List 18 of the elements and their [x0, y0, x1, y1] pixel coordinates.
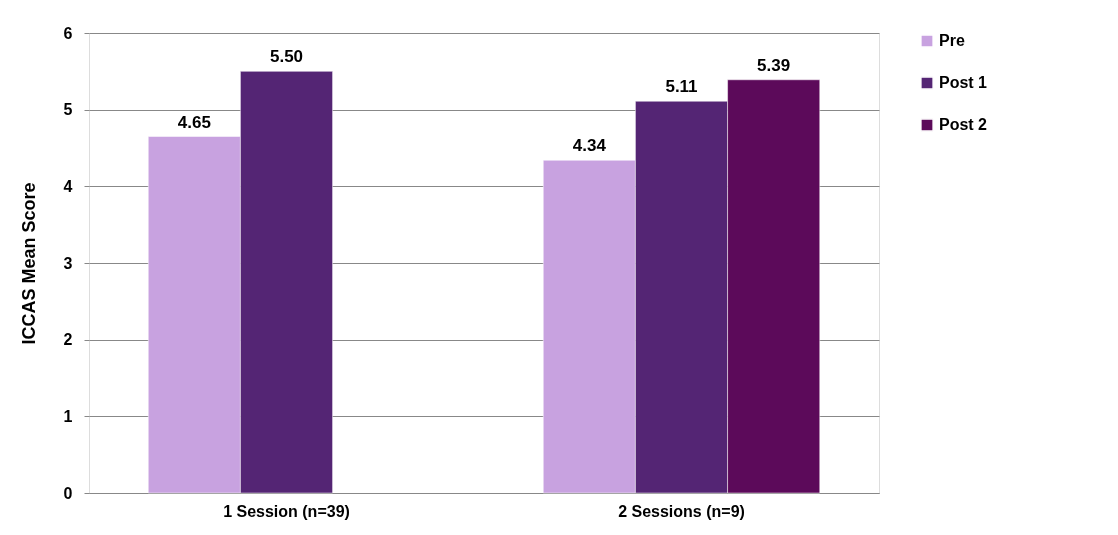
y-tick-label: 5 [63, 101, 73, 119]
legend-label: Post 2 [939, 116, 988, 133]
y-tick-label: 1 [63, 407, 73, 425]
x-tick-label: 1 Session (n=39) [223, 502, 350, 520]
x-tick-label: 2 Sessions (n=9) [618, 502, 745, 520]
y-tick-label: 4 [63, 177, 73, 195]
y-tick-label: 6 [63, 24, 73, 42]
data-label: 4.65 [177, 112, 211, 132]
y-axis-title: ICCAS Mean Score [18, 182, 39, 345]
legend-label: Post 1 [939, 74, 988, 91]
data-label: 4.34 [572, 136, 607, 156]
data-label: 5.50 [269, 47, 304, 67]
y-tick-label: 0 [63, 484, 73, 502]
data-label: 5.39 [757, 55, 791, 75]
y-tick-label: 2 [63, 331, 73, 349]
y-tick-label: 3 [63, 254, 73, 272]
legend-label: Pre [939, 32, 965, 49]
data-label: 5.11 [665, 77, 698, 97]
